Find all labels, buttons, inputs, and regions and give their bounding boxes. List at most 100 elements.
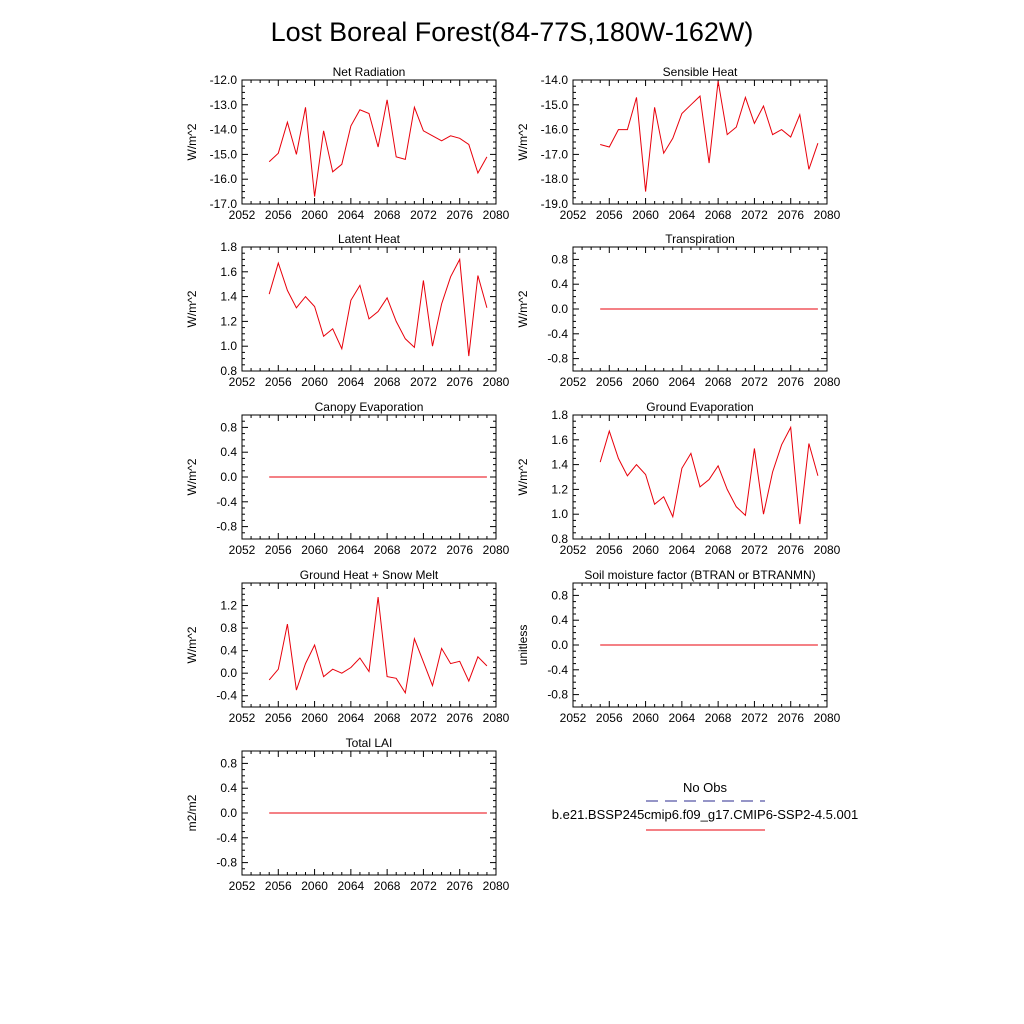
series-line — [268, 597, 488, 695]
x-tick-label: 2072 — [741, 711, 768, 725]
plot-frame — [241, 246, 497, 372]
plot-frame — [241, 582, 497, 708]
y-tick-label: -14.0 — [210, 123, 238, 137]
y-tick-label: 1.2 — [220, 599, 237, 613]
y-axis-label: W/m^2 — [185, 458, 199, 495]
x-tick-label: 2056 — [265, 375, 292, 389]
y-tick-label: 1.8 — [551, 408, 568, 422]
x-tick-label: 2052 — [229, 711, 256, 725]
x-tick-label: 2080 — [483, 879, 510, 893]
panels-group: 2052 2056 2060 2064 2068 2072 2076 2080 -17.0 -16… — [185, 65, 841, 893]
y-tick-label: -0.8 — [216, 520, 237, 534]
x-tick-label: 2076 — [446, 543, 473, 557]
y-tick-label: 1.0 — [551, 507, 568, 521]
x-tick-label: 2080 — [483, 543, 510, 557]
panel-title: Soil moisture factor (BTRAN or BTRANMN) — [584, 568, 815, 582]
x-tick-label: 2056 — [265, 879, 292, 893]
series-line — [599, 425, 819, 525]
x-tick-label: 2056 — [596, 208, 623, 222]
x-tick-label: 2060 — [632, 208, 659, 222]
series-line — [600, 81, 819, 192]
x-tick-label: 2072 — [410, 543, 437, 557]
plot-frame — [241, 79, 497, 205]
y-tick-label: 1.0 — [220, 339, 237, 353]
panel-latent-heat: 2052 2056 2060 2064 2068 2072 2076 2080 0.8 1.0 1.… — [185, 232, 510, 389]
x-tick-label: 2064 — [669, 208, 696, 222]
y-axis-label: unitless — [516, 625, 530, 666]
x-tick-label: 2064 — [338, 879, 365, 893]
x-tick-label: 2056 — [596, 711, 623, 725]
y-tick-label: -15.0 — [210, 147, 238, 161]
y-tick-label: -18.0 — [541, 172, 569, 186]
panel-title: Ground Heat + Snow Melt — [300, 568, 439, 582]
x-tick-label: 2060 — [301, 208, 328, 222]
x-tick-label: 2068 — [374, 375, 401, 389]
x-tick-label: 2076 — [777, 543, 804, 557]
x-tick-label: 2060 — [301, 711, 328, 725]
x-tick-label: 2068 — [374, 208, 401, 222]
y-tick-label: 0.4 — [551, 613, 568, 627]
legend: No Obs b.e21.BSSP245cmip6.f09_g17.CMIP6-… — [552, 780, 858, 831]
x-tick-label: 2064 — [669, 375, 696, 389]
y-axis-label: W/m^2 — [516, 290, 530, 327]
x-tick-label: 2072 — [410, 375, 437, 389]
y-axis-label: W/m^2 — [185, 626, 199, 663]
panel-title: Total LAI — [346, 736, 393, 750]
x-tick-label: 2060 — [632, 375, 659, 389]
panel-title: Transpiration — [665, 232, 735, 246]
x-tick-label: 2064 — [338, 208, 365, 222]
y-tick-label: -15.0 — [541, 98, 569, 112]
x-tick-label: 2072 — [410, 711, 437, 725]
x-tick-label: 2052 — [229, 375, 256, 389]
panel-ground-evaporation: 2052 2056 2060 2064 2068 2072 2076 2080 0.8 1.0 1.… — [516, 400, 841, 557]
x-tick-label: 2076 — [446, 375, 473, 389]
y-tick-label: -0.4 — [547, 663, 568, 677]
panel-title: Canopy Evaporation — [315, 400, 424, 414]
y-tick-label: -0.8 — [547, 688, 568, 702]
x-tick-label: 2052 — [229, 543, 256, 557]
y-tick-label: 0.0 — [551, 638, 568, 652]
y-tick-label: 0.8 — [220, 621, 237, 635]
x-tick-label: 2068 — [705, 711, 732, 725]
page-title: Lost Boreal Forest(84-77S,180W-162W) — [271, 17, 754, 47]
x-tick-label: 2068 — [374, 543, 401, 557]
series-line — [268, 99, 488, 197]
y-tick-label: -14.0 — [541, 73, 569, 87]
x-tick-label: 2080 — [814, 375, 841, 389]
y-tick-label: -16.0 — [210, 172, 238, 186]
y-tick-label: 0.4 — [220, 781, 237, 795]
y-tick-label: -17.0 — [541, 147, 569, 161]
y-tick-label: -0.4 — [216, 689, 237, 703]
x-tick-label: 2072 — [741, 543, 768, 557]
x-tick-label: 2080 — [483, 208, 510, 222]
x-tick-label: 2064 — [338, 375, 365, 389]
x-tick-label: 2076 — [446, 879, 473, 893]
panel-total-lai: 2052 2056 2060 2064 2068 2072 2076 2080 -0.8 -0.4… — [185, 736, 510, 893]
y-tick-label: 1.6 — [220, 265, 237, 279]
y-tick-label: 1.4 — [220, 290, 237, 304]
y-axis-label: m2/m2 — [185, 794, 199, 831]
panel-title: Net Radiation — [333, 65, 406, 79]
x-tick-label: 2052 — [560, 711, 587, 725]
y-tick-label: 0.8 — [551, 588, 568, 602]
panel-title: Sensible Heat — [663, 65, 738, 79]
panel-sensible-heat: 2052 2056 2060 2064 2068 2072 2076 2080 -19.0 -18… — [516, 65, 841, 222]
y-tick-label: -12.0 — [210, 73, 238, 87]
x-tick-label: 2068 — [705, 208, 732, 222]
y-axis-label: W/m^2 — [516, 123, 530, 160]
x-tick-label: 2052 — [229, 208, 256, 222]
x-tick-label: 2060 — [632, 543, 659, 557]
x-tick-label: 2072 — [741, 208, 768, 222]
x-tick-label: 2052 — [229, 879, 256, 893]
y-tick-label: 1.6 — [551, 433, 568, 447]
legend-model-label: b.e21.BSSP245cmip6.f09_g17.CMIP6-SSP2-4.… — [552, 807, 858, 822]
y-tick-label: -13.0 — [210, 98, 238, 112]
x-tick-label: 2064 — [338, 711, 365, 725]
y-tick-label: -0.4 — [547, 327, 568, 341]
x-tick-label: 2064 — [669, 543, 696, 557]
plot-frame — [572, 414, 828, 540]
y-axis-label: W/m^2 — [185, 123, 199, 160]
y-axis-label: W/m^2 — [185, 290, 199, 327]
y-tick-label: 0.8 — [220, 364, 237, 378]
panel-soil-moisture-factor-btran-or-btranmn: 2052 2056 2060 2064 2068 2072 2076 2080 -0.8 -0.4… — [516, 568, 841, 725]
